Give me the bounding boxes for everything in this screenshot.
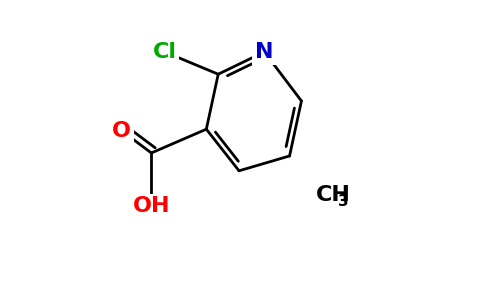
Text: O: O — [112, 121, 131, 141]
Text: N: N — [255, 42, 273, 62]
Text: CH: CH — [317, 184, 351, 205]
Text: 3: 3 — [338, 194, 348, 208]
Text: Cl: Cl — [153, 42, 177, 62]
Text: OH: OH — [133, 196, 170, 217]
